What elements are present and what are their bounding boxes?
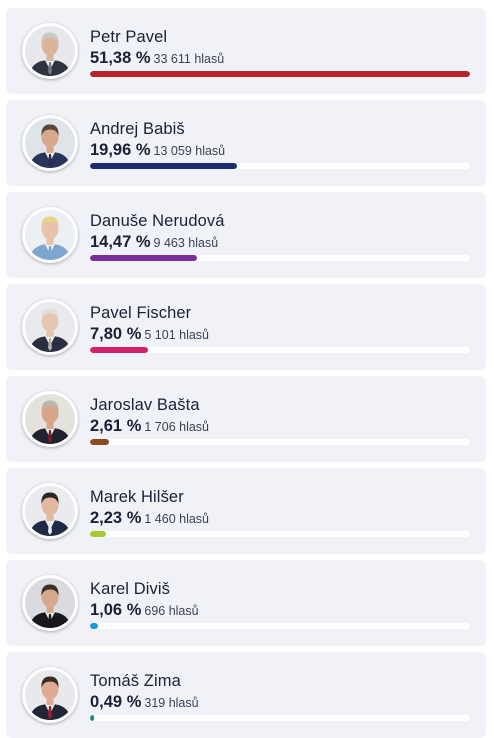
- vote-count: 319 hlasů: [144, 696, 199, 710]
- candidate-card[interactable]: Tomáš Zima 0,49 % 319 hlasů: [6, 652, 486, 738]
- candidate-card[interactable]: Andrej Babiš 19,96 % 13 059 hlasů: [6, 100, 486, 186]
- vote-count: 13 059 hlasů: [153, 144, 226, 158]
- candidate-percent: 1,06 % 696 hlasů: [90, 601, 199, 620]
- result-bar-track: [90, 531, 470, 537]
- candidate-name: Tomáš Zima: [90, 672, 181, 690]
- portrait-graphic: [25, 486, 75, 536]
- candidate-photo-icon: [22, 207, 78, 263]
- portrait-graphic: [25, 118, 75, 168]
- candidate-name: Karel Diviš: [90, 580, 170, 598]
- result-bar-fill: [90, 715, 94, 721]
- portrait-graphic: [25, 26, 75, 76]
- percent-value: 2,23 %: [90, 509, 142, 527]
- candidate-percent: 2,61 % 1 706 hlasů: [90, 417, 209, 436]
- result-bar-track: [90, 255, 470, 261]
- candidate-photo-icon: [22, 115, 78, 171]
- candidate-photo-icon: [22, 23, 78, 79]
- portrait-graphic: [25, 210, 75, 260]
- portrait-graphic: [25, 578, 75, 628]
- result-bar-track: [90, 439, 470, 445]
- candidate-photo-icon: [22, 299, 78, 355]
- result-bar-track: [90, 623, 470, 629]
- result-bar-track: [90, 347, 470, 353]
- candidate-percent: 0,49 % 319 hlasů: [90, 693, 199, 712]
- result-bar-fill: [90, 347, 148, 353]
- vote-count: 5 101 hlasů: [144, 328, 210, 342]
- result-bar-track: [90, 71, 470, 77]
- candidate-name: Andrej Babiš: [90, 120, 185, 138]
- percent-value: 19,96 %: [90, 141, 151, 159]
- candidate-name: Marek Hilšer: [90, 488, 184, 506]
- candidate-card[interactable]: Pavel Fischer 7,80 % 5 101 hlasů: [6, 284, 486, 370]
- candidate-photo-icon: [22, 483, 78, 539]
- result-bar-fill: [90, 531, 107, 537]
- result-bar-track: [90, 715, 470, 721]
- candidate-name: Pavel Fischer: [90, 304, 192, 322]
- result-bar-fill: [90, 163, 238, 169]
- candidate-percent: 7,80 % 5 101 hlasů: [90, 325, 209, 344]
- candidate-photo-icon: [22, 667, 78, 723]
- vote-count: 1 460 hlasů: [144, 512, 210, 526]
- candidate-name: Petr Pavel: [90, 28, 168, 46]
- candidate-card[interactable]: Marek Hilšer 2,23 % 1 460 hlasů: [6, 468, 486, 554]
- percent-value: 0,49 %: [90, 693, 142, 711]
- candidate-card[interactable]: Danuše Nerudová 14,47 % 9 463 hlasů: [6, 192, 486, 278]
- candidate-percent: 51,38 % 33 611 hlasů: [90, 49, 224, 68]
- portrait-graphic: [25, 670, 75, 720]
- candidate-name: Danuše Nerudová: [90, 212, 225, 230]
- candidate-card[interactable]: Jaroslav Bašta 2,61 % 1 706 hlasů: [6, 376, 486, 462]
- portrait-graphic: [25, 394, 75, 444]
- candidate-percent: 2,23 % 1 460 hlasů: [90, 509, 209, 528]
- result-bar-fill: [90, 71, 470, 77]
- candidate-photo-icon: [22, 391, 78, 447]
- percent-value: 14,47 %: [90, 233, 151, 251]
- vote-count: 9 463 hlasů: [153, 236, 219, 250]
- result-bar-fill: [90, 623, 98, 629]
- candidate-name: Jaroslav Bašta: [90, 396, 200, 414]
- vote-count: 1 706 hlasů: [144, 420, 210, 434]
- vote-count: 33 611 hlasů: [153, 52, 225, 66]
- candidate-percent: 14,47 % 9 463 hlasů: [90, 233, 218, 252]
- candidate-card[interactable]: Petr Pavel 51,38 % 33 611 hlasů: [6, 8, 486, 94]
- result-bar-fill: [90, 439, 110, 445]
- candidate-card[interactable]: Karel Diviš 1,06 % 696 hlasů: [6, 560, 486, 646]
- percent-value: 51,38 %: [90, 49, 151, 67]
- result-bar-fill: [90, 255, 198, 261]
- candidate-percent: 19,96 % 13 059 hlasů: [90, 141, 225, 160]
- result-bar-track: [90, 163, 470, 169]
- percent-value: 1,06 %: [90, 601, 142, 619]
- candidate-photo-icon: [22, 575, 78, 631]
- percent-value: 2,61 %: [90, 417, 142, 435]
- percent-value: 7,80 %: [90, 325, 142, 343]
- vote-count: 696 hlasů: [144, 604, 199, 618]
- portrait-graphic: [25, 302, 75, 352]
